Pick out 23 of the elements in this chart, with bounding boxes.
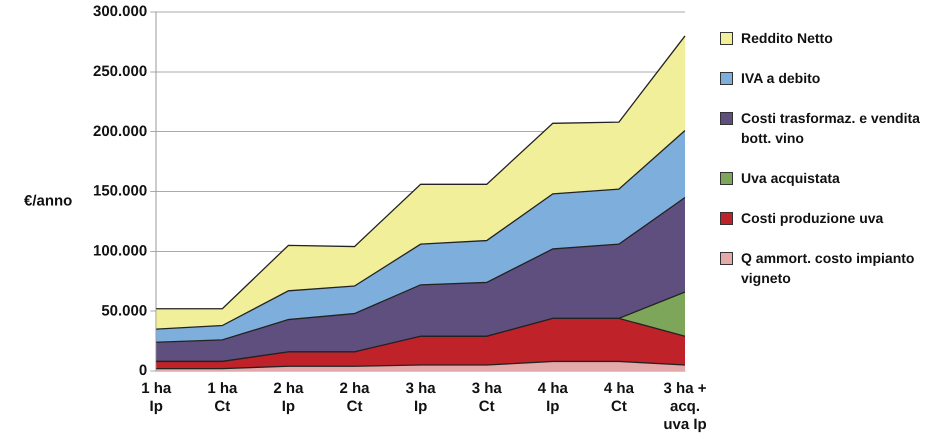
y-tick-label: 300.000 (92, 3, 148, 20)
legend-label: Q ammort. costo impianto vigneto (741, 249, 916, 288)
y-tick-label: 200.000 (92, 122, 148, 140)
x-tick-label: 4 ha Ip (538, 380, 568, 416)
x-tick-label: 3 ha Ct (472, 380, 502, 416)
x-tick-label: 2 ha Ct (340, 380, 370, 416)
legend-label: Uva acquistata (741, 169, 840, 188)
y-axis-title: €/anno (24, 192, 72, 210)
x-tick-label: 3 ha + acq. uva Ip (663, 380, 707, 434)
y-tick-label: 0 (138, 362, 148, 380)
legend-label: Costi produzione uva (741, 209, 884, 228)
x-tick-label: 3 ha Ip (406, 380, 436, 416)
legend-label: Costi trasformaz. e vendita bott. vino (741, 109, 921, 148)
y-tick-label: 50.000 (101, 302, 148, 320)
x-tick-label: 1 ha Ct (207, 380, 238, 416)
y-tick-label: 150.000 (92, 182, 148, 200)
x-tick-label: 2 ha Ip (273, 380, 304, 416)
x-tick-label: 4 ha Ct (604, 380, 635, 416)
y-tick-label: 250.000 (92, 62, 148, 80)
legend-label: Reddito Netto (741, 29, 833, 48)
y-tick-label: 100.000 (92, 242, 148, 260)
legend-label: IVA a debito (741, 69, 820, 88)
x-tick-label: 1 ha Ip (141, 380, 172, 416)
